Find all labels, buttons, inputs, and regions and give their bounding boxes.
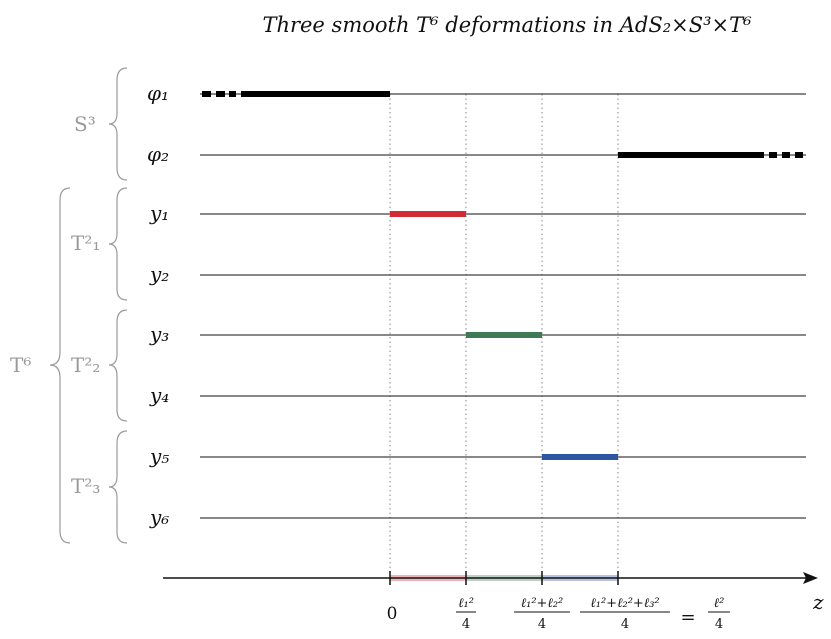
- tick-label-1: ℓ₁² 4: [456, 596, 476, 632]
- tick-label-3-equals: =: [680, 607, 695, 628]
- group-label-t2-3: T²₃: [71, 474, 100, 498]
- row-label-y6: y₆: [149, 505, 169, 529]
- tick-label-2: ℓ₁²+ℓ₂² 4: [514, 596, 570, 632]
- brace-t2-1: [108, 187, 128, 301]
- tick-label-3-rhs-denominator: 4: [715, 617, 723, 632]
- diagram-title: Three smooth T⁶ deformations in AdS₂×S³×…: [262, 13, 752, 37]
- brace-s3: [108, 67, 128, 181]
- group-label-s3: S³: [74, 112, 96, 136]
- tick-label-3-rhs-numerator: ℓ²: [714, 596, 725, 611]
- tick-label-1-denominator: 4: [462, 617, 470, 632]
- z-axis-arrowhead: [803, 572, 818, 584]
- tick-labels: 0 ℓ₁² 4 ℓ₁²+ℓ₂² 4 ℓ₁²+ℓ₂²+ℓ₃² 4 = ℓ² 4: [387, 596, 730, 632]
- brace-t2-3: [108, 430, 128, 544]
- row-label-phi1: φ₁: [147, 81, 169, 105]
- tick-label-3: ℓ₁²+ℓ₂²+ℓ₃² 4 = ℓ² 4: [580, 596, 730, 632]
- row-label-y4: y₄: [149, 383, 169, 407]
- z-axis-label: z: [812, 590, 824, 614]
- row-labels: φ₁ φ₂ y₁ y₂ y₃ y₄ y₅ y₆: [147, 81, 169, 529]
- tick-label-2-denominator: 4: [538, 617, 546, 632]
- row-label-y3: y₃: [149, 322, 169, 346]
- tick-label-3-numerator: ℓ₁²+ℓ₂²+ℓ₃²: [590, 596, 659, 611]
- group-label-t2-1: T²₁: [71, 231, 100, 255]
- row-label-y5: y₅: [149, 444, 169, 468]
- tick-label-3-denominator: 4: [621, 617, 629, 632]
- axis-ticks: [389, 571, 619, 585]
- tick-label-1-numerator: ℓ₁²: [458, 596, 474, 611]
- group-label-t6: T⁶: [10, 353, 31, 377]
- tick-label-0: 0: [387, 604, 398, 624]
- row-label-y2: y₂: [149, 262, 169, 286]
- brace-t2-2: [108, 309, 128, 422]
- group-label-t2-2: T²₂: [71, 353, 100, 377]
- group-labels: S³ T²₁ T²₂ T²₃ T⁶: [10, 112, 100, 498]
- row-label-phi2: φ₂: [147, 142, 169, 166]
- row-label-y1: y₁: [149, 201, 169, 225]
- brace-t6: [49, 187, 71, 544]
- tick-label-2-numerator: ℓ₁²+ℓ₂²: [521, 596, 564, 611]
- braces: [49, 67, 128, 544]
